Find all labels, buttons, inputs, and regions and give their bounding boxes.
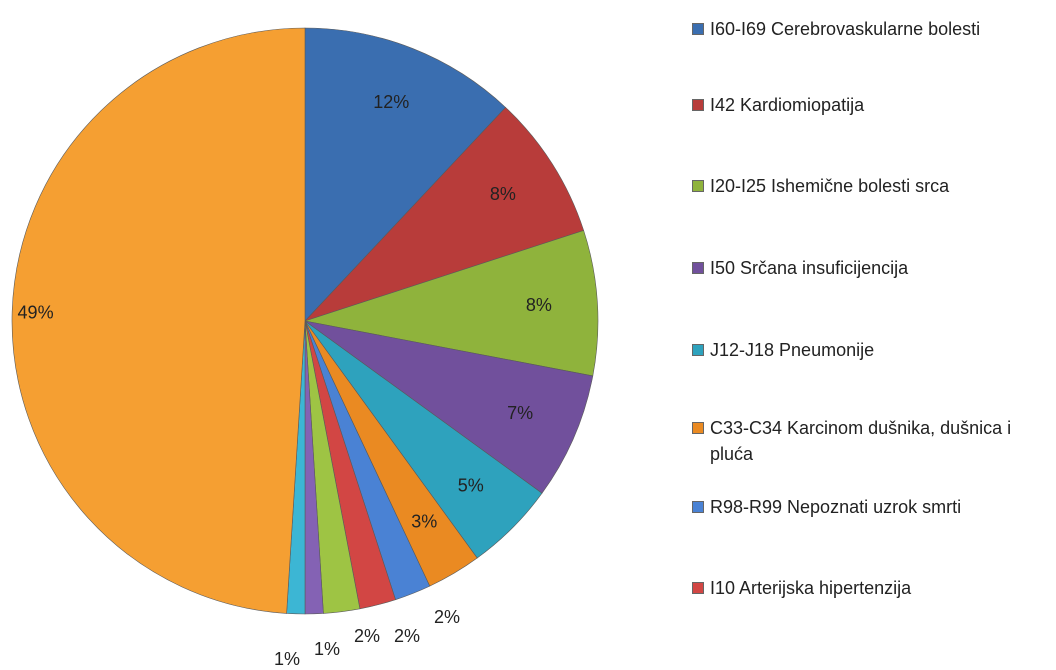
legend-swatch (692, 582, 704, 594)
pie-slice (304, 27, 506, 322)
legend-label: I20-I25 Ishemične bolesti srca (710, 176, 950, 196)
data-label: 12% (373, 92, 409, 112)
legend-swatch (692, 262, 704, 274)
pie-slice (304, 230, 599, 377)
data-label: 5% (458, 475, 484, 495)
legend-label: I10 Arterijska hipertenzija (710, 578, 912, 598)
data-label: 8% (526, 295, 552, 315)
data-label: 49% (18, 302, 54, 322)
legend-label: I60-I69 Cerebrovaskularne bolesti (710, 19, 981, 39)
legend-item: I60-I69 Cerebrovaskularne bolesti (692, 16, 1052, 42)
legend-swatch (692, 99, 704, 111)
legend-item: C33-C34 Karcinom dušnika, dušnica i pluć… (692, 415, 1052, 467)
pie-slice (304, 106, 585, 322)
legend-swatch (692, 422, 704, 434)
legend-swatch (692, 501, 704, 513)
pie-slice (11, 27, 306, 614)
legend-item: I20-I25 Ishemične bolesti srca (692, 173, 1052, 199)
data-label: 1% (314, 639, 340, 659)
legend-item: J12-J18 Pneumonije (692, 337, 1052, 363)
data-label: 8% (490, 184, 516, 204)
legend-item: R98-R99 Nepoznati uzrok smrti (692, 494, 1052, 520)
legend-item: I10 Arterijska hipertenzija (692, 575, 1052, 601)
legend-label: R98-R99 Nepoznati uzrok smrti (710, 497, 962, 517)
legend-swatch (692, 180, 704, 192)
data-label: 2% (434, 607, 460, 627)
legend-swatch (692, 344, 704, 356)
legend-label: J12-J18 Pneumonije (710, 340, 875, 360)
data-label: 7% (507, 403, 533, 423)
data-label: 1% (274, 649, 300, 669)
legend-label: C33-C34 Karcinom dušnika, dušnica i pluć… (710, 418, 1012, 464)
data-label: 3% (411, 512, 437, 532)
legend-item: I42 Kardiomiopatija (692, 92, 1052, 118)
data-label: 2% (394, 626, 420, 646)
legend-label: I42 Kardiomiopatija (710, 95, 865, 115)
legend-swatch (692, 23, 704, 35)
pie-slice (304, 320, 594, 494)
data-label: 2% (354, 626, 380, 646)
legend-item: I50 Srčana insuficijencija (692, 255, 1052, 281)
legend-label: I50 Srčana insuficijencija (710, 258, 909, 278)
